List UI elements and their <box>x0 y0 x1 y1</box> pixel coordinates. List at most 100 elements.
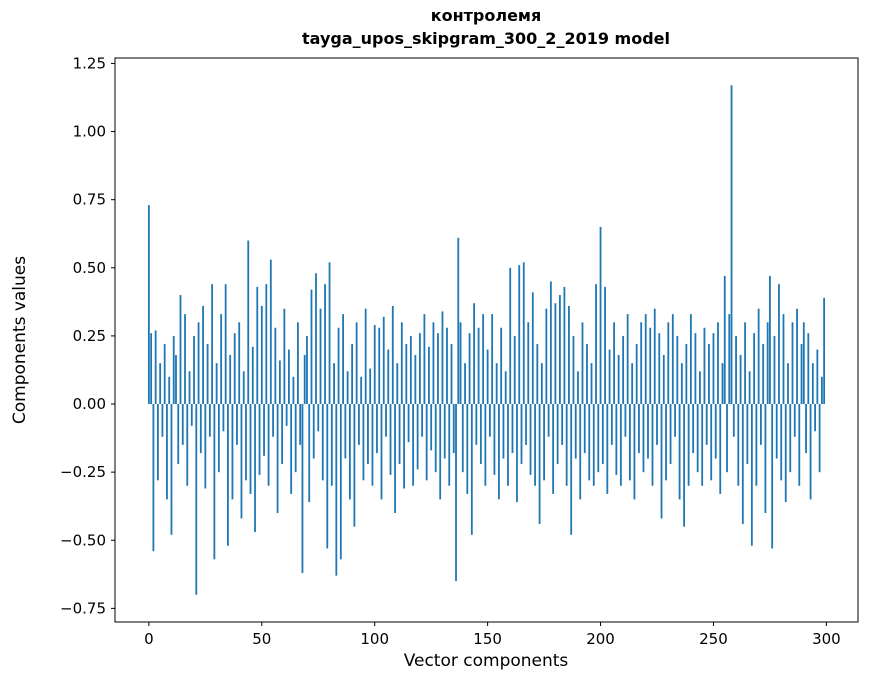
bar <box>217 404 220 473</box>
bar <box>511 404 514 454</box>
bar <box>157 404 159 481</box>
bar <box>448 404 451 486</box>
bar <box>310 289 313 405</box>
bar <box>775 404 778 459</box>
bar <box>656 404 658 445</box>
y-tick-label: 0.25 <box>73 327 106 345</box>
bar <box>407 404 410 443</box>
bar <box>500 327 503 405</box>
bar <box>227 404 229 546</box>
x-tick-label: 300 <box>812 630 841 648</box>
bar <box>732 404 735 437</box>
bar <box>387 349 390 405</box>
bar <box>319 308 322 405</box>
bar <box>635 344 638 405</box>
bar <box>159 363 162 405</box>
bar <box>583 404 586 454</box>
bar <box>482 314 485 405</box>
bar <box>540 363 543 405</box>
bar <box>437 333 439 405</box>
bar <box>714 404 717 459</box>
bar <box>525 404 527 445</box>
bar <box>333 363 335 405</box>
bar <box>696 404 699 473</box>
bar <box>317 404 320 432</box>
bar <box>376 404 378 454</box>
bar <box>428 346 430 405</box>
x-tick-label: 100 <box>360 630 389 648</box>
bar <box>468 333 471 405</box>
bar <box>699 371 701 405</box>
bars-layer <box>147 85 826 595</box>
bar <box>789 404 792 473</box>
bar <box>642 404 645 473</box>
bar <box>168 376 171 405</box>
y-tick-label: −0.50 <box>60 531 106 549</box>
bar <box>488 404 491 437</box>
bar <box>152 404 155 552</box>
bar <box>412 404 415 486</box>
bar <box>631 363 634 405</box>
bar <box>683 404 686 527</box>
bar <box>577 371 579 405</box>
bar <box>358 404 360 445</box>
bar <box>421 404 424 437</box>
bar <box>522 262 525 405</box>
chart-title-line1: контролемя <box>431 6 542 25</box>
bar <box>549 281 552 405</box>
bar <box>782 314 785 405</box>
bar <box>195 404 198 595</box>
bar <box>265 284 268 405</box>
bar <box>380 404 383 500</box>
bar <box>409 335 412 405</box>
bar <box>161 404 164 437</box>
bar <box>452 404 455 454</box>
bar <box>674 404 676 437</box>
bar <box>405 344 408 405</box>
bar <box>175 354 177 405</box>
x-tick-label: 200 <box>586 630 615 648</box>
bar <box>791 322 794 405</box>
bar <box>601 404 604 464</box>
bar <box>439 404 442 500</box>
bar <box>360 376 363 405</box>
bar <box>793 404 796 437</box>
bar <box>552 404 555 494</box>
bar <box>416 404 419 470</box>
bar <box>197 322 200 405</box>
bar <box>328 262 331 405</box>
bar <box>558 295 561 405</box>
bar <box>735 335 737 405</box>
bar <box>728 314 731 405</box>
bar <box>179 295 182 405</box>
bar <box>820 376 823 405</box>
bar <box>651 404 654 486</box>
bar <box>798 404 801 486</box>
bar <box>242 371 245 405</box>
bar <box>739 354 742 405</box>
bar <box>762 344 765 405</box>
bar <box>809 404 812 500</box>
bar <box>229 354 232 405</box>
bar <box>746 404 749 464</box>
bar <box>297 322 299 405</box>
chart-title-line2: tayga_upos_skipgram_300_2_2019 model <box>302 29 670 48</box>
bar <box>240 404 243 519</box>
bar <box>294 404 297 473</box>
bar <box>802 322 805 405</box>
bar <box>581 322 584 405</box>
bar <box>147 205 150 405</box>
bar <box>256 286 259 405</box>
bar <box>278 360 281 405</box>
bar <box>610 404 613 445</box>
bar <box>818 404 821 473</box>
bar <box>653 308 656 405</box>
bar <box>671 314 674 405</box>
bar <box>276 404 279 514</box>
bar <box>597 404 600 473</box>
bar <box>385 404 387 437</box>
bar <box>570 404 573 535</box>
bar <box>640 322 643 405</box>
bar <box>638 404 640 454</box>
